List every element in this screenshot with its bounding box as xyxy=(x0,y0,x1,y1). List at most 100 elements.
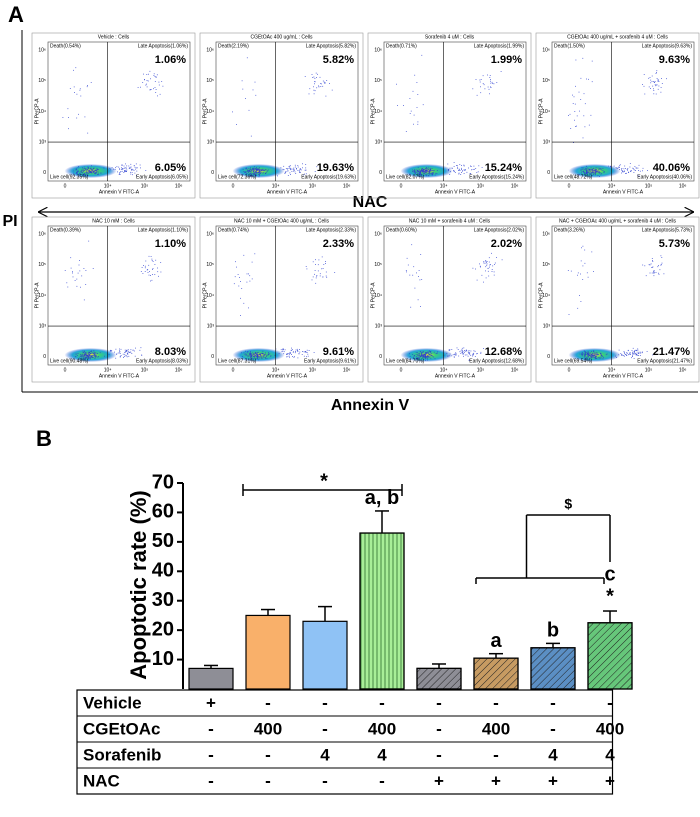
event-dot xyxy=(89,357,91,359)
event-dot xyxy=(406,271,407,273)
event-dot xyxy=(73,172,75,174)
event-dot xyxy=(655,272,657,273)
plot-x-tick: 10⁶ xyxy=(175,183,183,189)
plot-x-tick: 10⁴ xyxy=(608,367,616,373)
event-dot xyxy=(430,169,431,171)
event-dot xyxy=(257,352,259,353)
event-dot xyxy=(650,263,652,265)
event-dot xyxy=(95,356,96,358)
event-dot xyxy=(636,167,638,169)
late-percent: 5.82% xyxy=(323,54,354,66)
event-dot xyxy=(331,89,333,91)
event-dot xyxy=(493,274,495,276)
event-dot xyxy=(584,171,585,173)
event-dot xyxy=(584,355,586,357)
event-dot xyxy=(257,354,258,356)
event-dot xyxy=(120,171,122,173)
event-dot xyxy=(253,170,255,172)
event-dot xyxy=(455,353,457,355)
event-dot xyxy=(116,353,117,355)
event-dot xyxy=(75,168,77,170)
event-dot xyxy=(590,356,592,358)
event-dot xyxy=(315,282,317,284)
event-dot xyxy=(428,171,430,172)
plot-y-tick: 10⁵ xyxy=(542,78,550,84)
event-dot xyxy=(480,351,482,353)
event-dot xyxy=(588,78,589,80)
early-percent: 19.63% xyxy=(317,162,355,174)
event-dot xyxy=(639,355,641,356)
event-dot xyxy=(581,355,583,357)
event-dot xyxy=(591,174,592,176)
event-dot xyxy=(587,174,589,176)
event-dot xyxy=(265,173,267,174)
event-dot xyxy=(85,355,87,357)
event-dot xyxy=(593,354,595,356)
event-dot xyxy=(113,168,114,170)
event-dot xyxy=(590,355,591,357)
event-dot xyxy=(420,254,422,255)
event-dot xyxy=(248,353,250,355)
event-dot xyxy=(467,351,469,353)
event-dot xyxy=(241,352,242,354)
late-percent: 9.63% xyxy=(659,54,690,66)
event-dot xyxy=(586,170,588,172)
event-dot xyxy=(76,278,78,280)
plot-area xyxy=(215,225,359,366)
event-dot xyxy=(419,355,421,357)
event-dot xyxy=(296,168,297,170)
event-dot xyxy=(257,356,259,358)
event-dot xyxy=(288,166,290,168)
table-cell: + xyxy=(548,771,558,790)
event-dot xyxy=(77,170,79,172)
plot-x-tick: 10⁵ xyxy=(645,367,653,373)
table-cell: 4 xyxy=(320,745,330,764)
event-dot xyxy=(416,107,418,108)
event-dot xyxy=(588,359,590,361)
event-dot xyxy=(643,85,645,87)
table-cell: - xyxy=(265,745,271,764)
event-dot xyxy=(625,173,626,174)
event-dot xyxy=(89,358,91,360)
event-dot xyxy=(650,82,652,84)
event-dot xyxy=(81,356,83,357)
event-dot xyxy=(132,169,134,171)
event-dot xyxy=(121,164,122,166)
event-dot xyxy=(430,168,431,170)
event-dot xyxy=(419,172,420,173)
event-dot xyxy=(635,349,636,351)
event-dot xyxy=(79,174,81,176)
event-dot xyxy=(283,169,285,171)
event-dot xyxy=(591,81,593,83)
quadrant-early: Early Apoptosis(6.05%) xyxy=(136,174,188,180)
event-dot xyxy=(281,351,283,352)
event-dot xyxy=(598,171,600,172)
event-dot xyxy=(265,358,267,359)
event-dot xyxy=(95,352,97,354)
bar xyxy=(302,620,348,690)
x-axis-label: Annexin V xyxy=(331,397,410,414)
event-dot xyxy=(588,168,589,170)
event-dot xyxy=(257,172,259,173)
quadrant-death: Death(1.50%) xyxy=(554,43,585,49)
event-dot xyxy=(256,357,258,359)
early-percent: 21.47% xyxy=(653,346,691,358)
event-dot xyxy=(267,170,268,172)
event-dot xyxy=(448,355,450,357)
event-dot xyxy=(596,357,598,359)
event-dot xyxy=(250,169,252,171)
event-dot xyxy=(417,173,418,174)
event-dot xyxy=(461,169,462,170)
event-dot xyxy=(591,357,592,358)
event-dot xyxy=(89,169,91,171)
plot-y-tick: 10⁴ xyxy=(206,109,214,115)
event-dot xyxy=(463,173,465,174)
event-dot xyxy=(653,270,655,272)
event-dot xyxy=(427,352,429,354)
event-dot xyxy=(420,173,421,175)
event-dot xyxy=(290,168,292,170)
event-dot xyxy=(264,353,266,355)
event-dot xyxy=(620,353,622,354)
event-dot xyxy=(483,261,485,262)
event-dot xyxy=(587,353,588,355)
